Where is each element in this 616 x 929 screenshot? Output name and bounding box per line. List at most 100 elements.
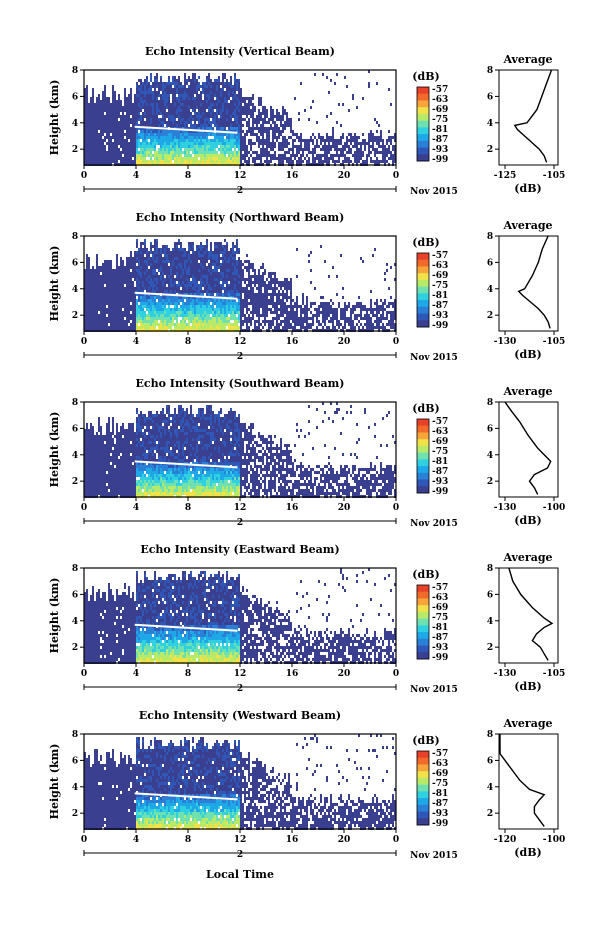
colorbar-tick-label: -57 — [432, 85, 448, 95]
avg-x-tick-label: -120 — [494, 835, 517, 845]
colorbar-segment — [417, 818, 429, 826]
average-title: Average — [502, 219, 552, 232]
x-tick-label: 8 — [185, 835, 191, 845]
colorbar-tick-label: -63 — [432, 427, 448, 437]
date-label: Nov 2015 — [410, 187, 458, 197]
colorbar-tick-label: -99 — [432, 819, 448, 829]
colorbar-segment — [417, 611, 429, 620]
avg-x-tick-label: -130 — [494, 503, 517, 513]
y-tick-label: 6 — [72, 590, 78, 600]
avg-x-tick-label: -105 — [543, 669, 566, 679]
y-axis-label: Height (km) — [48, 412, 61, 488]
colorbar-tick-label: -75 — [432, 613, 448, 623]
y-tick-label: 8 — [72, 398, 78, 408]
x-tick-label: 20 — [338, 835, 351, 845]
colorbar-segment — [417, 472, 429, 480]
colorbar-tick-label: -69 — [432, 603, 448, 613]
colorbar-tick-label: -57 — [432, 749, 448, 759]
colorbar-tick-label: -63 — [432, 593, 448, 603]
colorbar-segment — [417, 432, 429, 440]
x-tick-label: 8 — [185, 337, 191, 347]
x-tick-label: 16 — [286, 337, 299, 347]
y-tick-label: 4 — [72, 451, 78, 461]
x-tick-label: 0 — [393, 669, 399, 679]
colorbar-tick-label: -81 — [432, 457, 448, 467]
average-line — [504, 401, 552, 495]
colorbar-tick-label: -63 — [432, 759, 448, 769]
colorbar-tick-label: -93 — [432, 311, 448, 321]
panel-3: Echo Intensity (Southward Beam) 2 4 6 8 Heigh… — [48, 377, 565, 529]
average-line — [508, 567, 554, 661]
heatmap-cells — [84, 239, 396, 332]
colorbar-frame — [416, 584, 430, 660]
avg-y-tick-label: 6 — [487, 258, 493, 268]
colorbar-unit: (dB) — [412, 734, 439, 747]
bright-band — [134, 460, 238, 469]
avg-y-tick-label: 8 — [487, 730, 493, 740]
average-panel: Average 2 4 6 8 -130 -100(dB) — [487, 385, 565, 527]
colorbar-tick-label: -69 — [432, 105, 448, 115]
colorbar-segment — [417, 273, 429, 281]
colorbar-segment — [417, 638, 429, 646]
colorbar-segment — [417, 605, 429, 613]
colorbar-unit: (dB) — [412, 568, 439, 581]
average-frame — [498, 401, 559, 498]
colorbar-segment — [417, 598, 429, 606]
panel-title: Echo Intensity (Vertical Beam) — [145, 45, 335, 58]
average-panel: Average 2 4 6 8 -120 -100(dB) — [487, 717, 565, 859]
colorbar-tick-label: -75 — [432, 447, 448, 457]
avg-y-tick-label: 2 — [487, 643, 493, 653]
x-tick-label: 16 — [286, 503, 299, 513]
x-tick-label: 20 — [338, 337, 351, 347]
colorbar-segment — [417, 764, 429, 772]
panel-5: Echo Intensity (Westward Beam) 2 4 6 8 Height… — [48, 709, 565, 861]
colorbar-unit: (dB) — [412, 236, 439, 249]
y-tick-label: 8 — [72, 730, 78, 740]
colorbar-tick-label: -63 — [432, 261, 448, 271]
colorbar-segment — [417, 419, 429, 427]
x-tick-label: 4 — [133, 171, 139, 181]
x-tick-label: 12 — [234, 669, 247, 679]
y-tick-label: 8 — [72, 66, 78, 76]
colorbar-segment — [417, 100, 429, 108]
x-tick-label: 16 — [286, 171, 299, 181]
colorbar-tick-label: -93 — [432, 477, 448, 487]
colorbar-segment — [417, 107, 429, 115]
bright-band — [134, 125, 238, 134]
colorbar-segment — [417, 134, 429, 142]
colorbar-segment — [417, 120, 429, 128]
colorbar-segment — [417, 425, 429, 433]
colorbar-tick-label: -93 — [432, 643, 448, 653]
colorbar-segment — [417, 479, 429, 487]
avg-x-tick-label: -105 — [543, 337, 566, 347]
colorbar-segment — [417, 777, 429, 786]
avg-x-label: (dB) — [514, 514, 541, 527]
colorbar-segment — [417, 293, 429, 301]
colorbar-segment — [417, 154, 429, 162]
colorbar-tick-label: -99 — [432, 321, 448, 331]
avg-y-tick-label: 4 — [487, 783, 493, 793]
colorbar-segment — [417, 751, 429, 759]
y-tick-label: 6 — [72, 258, 78, 268]
x-tick-label: 0 — [393, 337, 399, 347]
x-tick-label: 0 — [81, 171, 87, 181]
x-tick-label: 20 — [338, 171, 351, 181]
colorbar-tick-label: -57 — [432, 251, 448, 261]
avg-y-tick-label: 8 — [487, 66, 493, 76]
average-frame — [498, 567, 559, 664]
panel-title: Echo Intensity (Northward Beam) — [136, 211, 345, 224]
colorbar-segment — [417, 259, 429, 267]
colorbar-tick-label: -87 — [432, 799, 448, 809]
average-frame — [498, 733, 559, 830]
colorbar-segment — [417, 127, 429, 135]
colorbar-unit: (dB) — [412, 402, 439, 415]
panel-2: Echo Intensity (Northward Beam) 2 4 6 8 Heigh… — [48, 211, 565, 363]
colorbar-segment — [417, 652, 429, 660]
colorbar-tick-label: -63 — [432, 95, 448, 105]
panel-title: Echo Intensity (Eastward Beam) — [140, 543, 339, 556]
avg-y-tick-label: 2 — [487, 477, 493, 487]
y-tick-label: 2 — [72, 311, 78, 321]
colorbar-segment — [417, 445, 429, 454]
avg-y-tick-label: 2 — [487, 311, 493, 321]
avg-x-tick-label: -100 — [543, 503, 566, 513]
